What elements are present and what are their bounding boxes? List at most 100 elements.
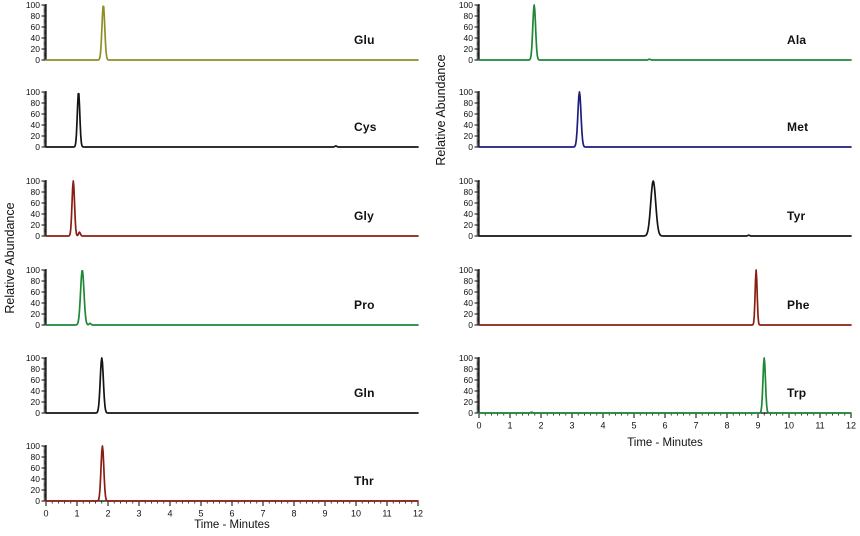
x-tick-label: 11 (815, 421, 824, 431)
trace-glu (45, 5, 419, 61)
y-tick-label: 40 (31, 209, 41, 219)
y-tick-label: 0 (35, 55, 40, 65)
compound-label-gln: Gln (354, 386, 375, 400)
trace-phe (478, 269, 852, 326)
y-tick-label: 20 (464, 397, 474, 407)
y-tick-label: 80 (464, 364, 474, 374)
y-tick-label: 80 (31, 364, 41, 374)
panel-gly: 100 80 60 40 20 0 Gly (0, 176, 430, 246)
y-tick-label: 40 (31, 33, 41, 43)
y-tick-label: 40 (31, 120, 41, 130)
compound-label-trp: Trp (787, 386, 807, 400)
y-tick-label: 20 (31, 220, 41, 230)
y-tick-label: 0 (468, 320, 473, 330)
y-tick-label: 100 (26, 353, 40, 363)
y-tick-label: 20 (464, 309, 474, 319)
panel-phe: 100 80 60 40 20 0 Phe (433, 265, 860, 335)
compound-label-glu: Glu (354, 33, 375, 47)
x-tick-label: 0 (476, 421, 481, 431)
y-tick-label: 100 (459, 0, 473, 10)
compound-label-pro: Pro (354, 298, 375, 312)
panel-ala: 100 80 60 40 20 0 Ala (433, 0, 860, 70)
compound-label-tyr: Tyr (787, 209, 806, 223)
x-tick-label: 6 (662, 421, 667, 431)
trace-thr (45, 445, 419, 502)
y-tick-label: 100 (459, 176, 473, 186)
y-tick-label: 40 (464, 120, 474, 130)
y-tick-label: 80 (31, 11, 41, 21)
x-tick-label: 2 (105, 509, 110, 519)
trace-gln (45, 357, 419, 414)
x-tick-label: 8 (724, 421, 729, 431)
y-tick-label: 20 (31, 131, 41, 141)
y-tick-label: 100 (459, 265, 473, 275)
panel-thr: 100 80 60 40 20 0 0 1 2 3 4 5 6 7 8 9 10 11 12 Thr (0, 441, 430, 526)
y-tick-label: 80 (31, 276, 41, 286)
trace-met (478, 91, 852, 148)
y-tick-label: 60 (31, 375, 41, 385)
trace-trp (478, 357, 852, 414)
y-tick-label: 0 (468, 142, 473, 152)
y-tick-label: 80 (464, 11, 474, 21)
y-tick-label: 80 (31, 452, 41, 462)
trace-gly (45, 180, 419, 237)
trace-pro (45, 270, 419, 326)
x-tick-label: 12 (846, 421, 856, 431)
y-tick-label: 20 (464, 220, 474, 230)
trace-ala (478, 4, 852, 61)
y-tick-label: 0 (35, 320, 40, 330)
x-tick-label: 3 (136, 509, 141, 519)
x-axis-title-left: Time - Minutes (194, 519, 270, 531)
y-tick-label: 80 (31, 98, 41, 108)
y-tick-label: 20 (31, 309, 41, 319)
y-tick-label: 100 (26, 0, 40, 10)
compound-label-thr: Thr (354, 474, 374, 488)
x-tick-label: 3 (569, 421, 574, 431)
y-tick-label: 40 (31, 386, 41, 396)
y-tick-label: 20 (464, 131, 474, 141)
y-tick-label: 40 (31, 298, 41, 308)
trace-tyr (478, 180, 852, 237)
x-tick-label: 5 (631, 421, 636, 431)
panel-cys: 100 80 60 40 20 0 Cys (0, 87, 430, 157)
trace-cys (45, 92, 419, 148)
x-tick-label: 5 (198, 509, 203, 519)
y-tick-label: 0 (35, 231, 40, 241)
y-tick-label: 100 (26, 441, 40, 451)
y-tick-label: 60 (31, 22, 41, 32)
y-tick-label: 100 (459, 353, 473, 363)
y-tick-label: 40 (31, 474, 41, 484)
y-tick-label: 0 (35, 496, 40, 506)
y-tick-label: 60 (31, 287, 41, 297)
left-column: 100 80 60 40 20 0 Glu 100 80 60 40 20 0 Cys 100 80 60 40 2… (0, 0, 430, 526)
y-tick-label: 60 (464, 287, 474, 297)
x-tick-label: 0 (43, 509, 48, 519)
y-tick-label: 20 (464, 44, 474, 54)
y-tick-label: 60 (31, 109, 41, 119)
x-tick-label: 8 (291, 509, 296, 519)
panel-pro: 100 80 60 40 20 0 Pro (0, 265, 430, 335)
y-tick-label: 60 (464, 375, 474, 385)
y-tick-label: 80 (464, 276, 474, 286)
y-tick-label: 60 (464, 22, 474, 32)
x-tick-label: 12 (413, 509, 423, 519)
panel-glu: 100 80 60 40 20 0 Glu (0, 0, 430, 70)
y-tick-label: 60 (464, 198, 474, 208)
y-tick-label: 100 (26, 265, 40, 275)
panel-met: 100 80 60 40 20 0 Met (433, 87, 860, 157)
y-tick-label: 40 (464, 298, 474, 308)
x-tick-label: 9 (755, 421, 760, 431)
y-tick-label: 0 (468, 231, 473, 241)
y-tick-label: 40 (464, 33, 474, 43)
x-tick-label: 10 (784, 421, 794, 431)
